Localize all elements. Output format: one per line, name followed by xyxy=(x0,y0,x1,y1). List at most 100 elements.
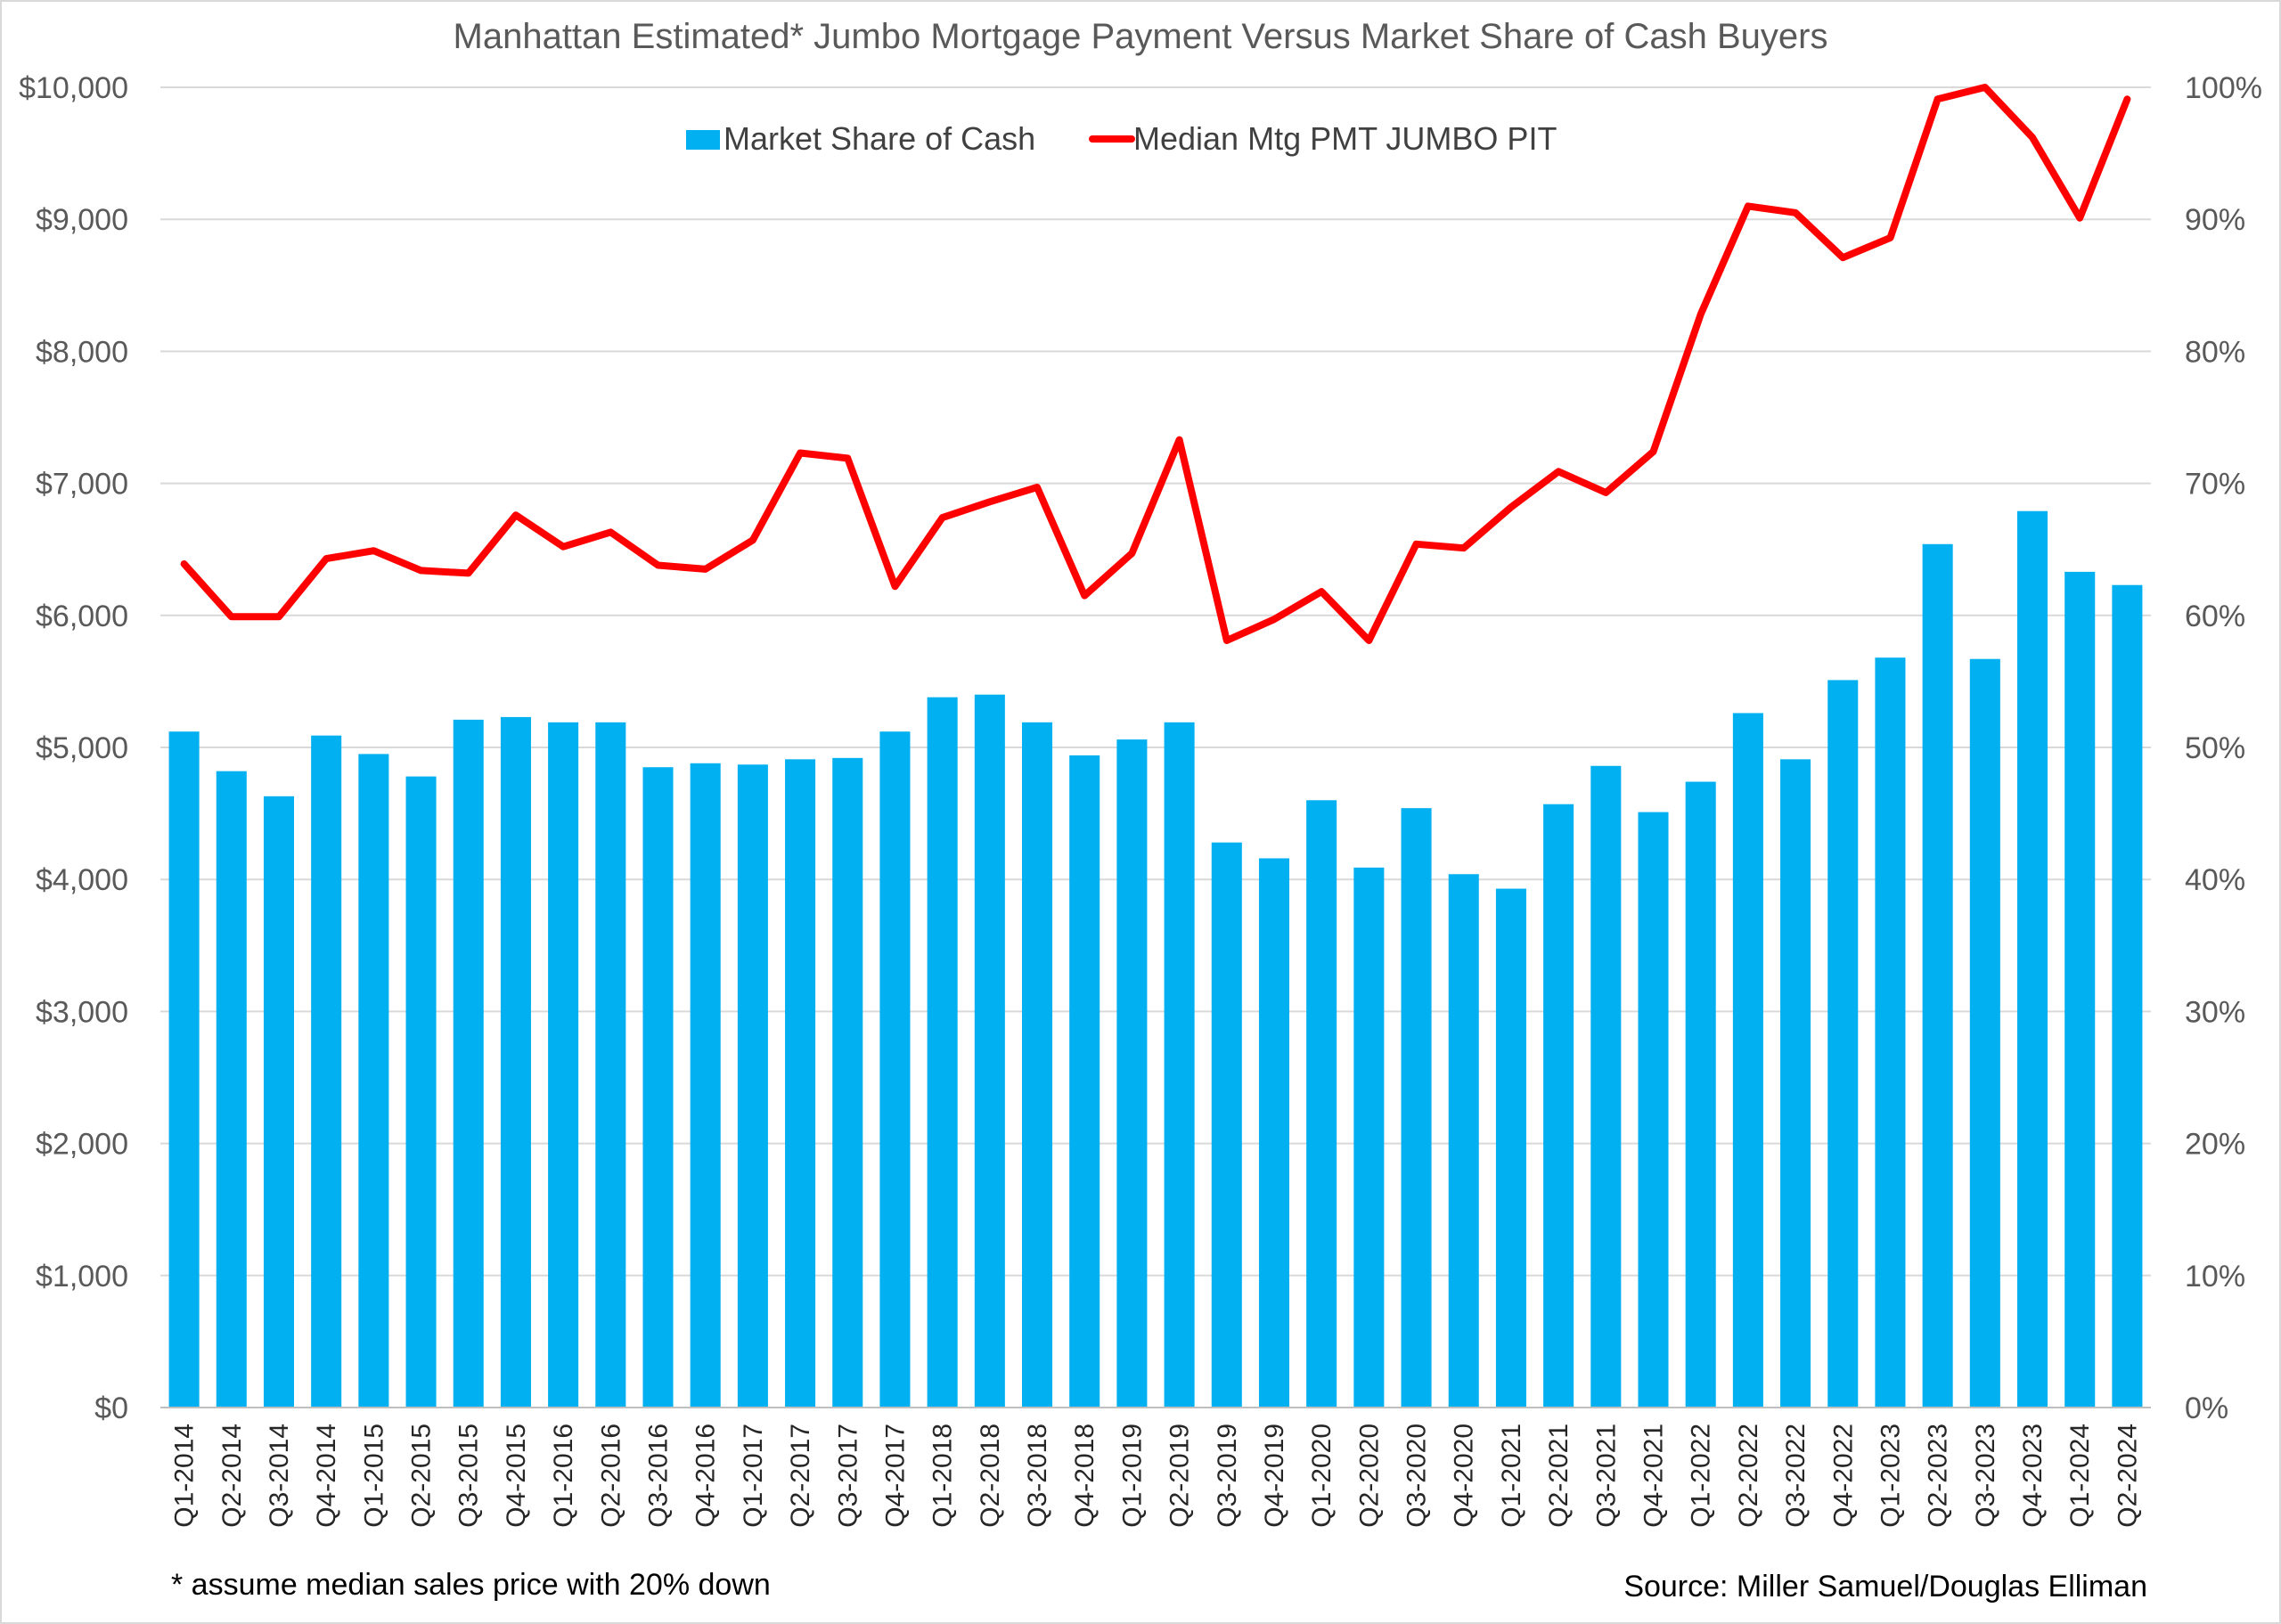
bar xyxy=(832,757,863,1408)
line-series xyxy=(180,84,2131,644)
y-right-tick-label: 70% xyxy=(2185,468,2245,502)
y-left-tick-label: $4,000 xyxy=(36,863,128,897)
mortgage-payment-line xyxy=(180,84,2131,644)
x-tick-label: Q3-2016 xyxy=(644,1424,674,1528)
bar xyxy=(927,697,958,1408)
bar xyxy=(1069,755,1100,1408)
bar xyxy=(1685,781,1716,1408)
x-tick-label: Q2-2022 xyxy=(1734,1424,1763,1528)
y-left-tick-label: $7,000 xyxy=(36,468,128,502)
bar xyxy=(1638,812,1669,1408)
x-tick-label: Q1-2019 xyxy=(1117,1424,1147,1528)
x-tick-label: Q1-2018 xyxy=(928,1424,958,1528)
bar xyxy=(642,767,674,1408)
x-tick-label: Q1-2017 xyxy=(739,1424,768,1528)
bar xyxy=(263,796,294,1408)
y-right-tick-label: 100% xyxy=(2185,71,2262,105)
y-right-tick-label: 30% xyxy=(2185,995,2245,1029)
x-tick-label: Q2-2018 xyxy=(976,1424,1005,1528)
chart-title: Manhattan Estimated* Jumbo Mortgage Paym… xyxy=(454,17,1828,56)
x-tick-label: Q1-2016 xyxy=(549,1424,578,1528)
bar xyxy=(1495,888,1526,1408)
x-tick-label: Q4-2020 xyxy=(1450,1424,1479,1528)
bar xyxy=(690,763,721,1408)
bar xyxy=(405,776,437,1408)
x-tick-label: Q3-2014 xyxy=(265,1424,294,1528)
x-tick-label: Q1-2021 xyxy=(1497,1424,1526,1528)
x-tick-label: Q3-2018 xyxy=(1023,1424,1052,1528)
bar xyxy=(2017,510,2048,1408)
x-tick-label: Q1-2024 xyxy=(2065,1424,2095,1528)
x-tick-label: Q2-2024 xyxy=(2113,1424,2142,1528)
right-axis: 0% 10% 20% 30% 40% 50% 60% 70% 80% 90% 100% xyxy=(2185,71,2262,1425)
x-tick-label: Q3-2021 xyxy=(1591,1424,1621,1528)
y-left-tick-label: $6,000 xyxy=(36,600,128,633)
x-tick-label: Q3-2023 xyxy=(1971,1424,2000,1528)
x-tick-label: Q3-2019 xyxy=(1213,1424,1242,1528)
bar xyxy=(453,719,484,1408)
x-tick-label: Q1-2020 xyxy=(1307,1424,1337,1528)
bar xyxy=(548,722,579,1408)
x-tick-label: Q4-2021 xyxy=(1639,1424,1669,1528)
y-left-tick-label: $8,000 xyxy=(36,335,128,369)
bar xyxy=(1306,800,1337,1408)
y-left-tick-label: $3,000 xyxy=(36,995,128,1029)
bar xyxy=(1827,680,1859,1408)
x-tick-label: Q1-2015 xyxy=(359,1424,388,1528)
bar xyxy=(1780,759,1811,1408)
bar xyxy=(974,694,1005,1408)
y-right-tick-label: 50% xyxy=(2185,731,2245,765)
x-tick-label: Q1-2014 xyxy=(170,1424,200,1528)
x-tick-label: Q3-2022 xyxy=(1781,1424,1811,1528)
bar xyxy=(500,716,531,1408)
x-tick-label: Q2-2017 xyxy=(786,1424,815,1528)
y-right-tick-label: 20% xyxy=(2185,1128,2245,1162)
x-tick-label: Q4-2023 xyxy=(2018,1424,2048,1528)
x-tick-label: Q4-2014 xyxy=(312,1424,341,1528)
x-tick-label: Q1-2022 xyxy=(1687,1424,1716,1528)
bar xyxy=(1353,867,1385,1408)
x-tick-label: Q4-2022 xyxy=(1828,1424,1858,1528)
bar xyxy=(2064,571,2096,1408)
y-left-tick-label: $0 xyxy=(94,1391,128,1425)
x-tick-label: Q2-2014 xyxy=(217,1424,247,1528)
x-tick-label: Q2-2023 xyxy=(1924,1424,1953,1528)
x-tick-label: Q3-2015 xyxy=(454,1424,484,1528)
bar xyxy=(879,731,911,1408)
source-note: Source: Miller Samuel/Douglas Elliman xyxy=(1623,1570,2147,1604)
x-tick-label: Q2-2015 xyxy=(407,1424,437,1528)
bar xyxy=(1448,874,1479,1408)
y-left-tick-label: $5,000 xyxy=(36,731,128,765)
y-left-tick-label: $1,000 xyxy=(36,1260,128,1293)
y-right-tick-label: 60% xyxy=(2185,600,2245,633)
bar xyxy=(1969,658,2000,1408)
x-tick-label: Q4-2018 xyxy=(1070,1424,1100,1528)
bar-series xyxy=(160,510,2151,1408)
x-tick-label: Q2-2019 xyxy=(1165,1424,1195,1528)
legend: Market Share of Cash Median Mtg PMT JUMB… xyxy=(686,120,1557,157)
bar xyxy=(1258,858,1289,1408)
x-tick-label: Q2-2020 xyxy=(1354,1424,1384,1528)
bar xyxy=(785,759,816,1408)
y-right-tick-label: 40% xyxy=(2185,863,2245,897)
y-left-tick-label: $2,000 xyxy=(36,1128,128,1162)
y-left-tick-label: $9,000 xyxy=(36,203,128,237)
x-axis: Q1-2014 Q2-2014 Q3-2014 Q4-2014 Q1-2015 Q2-20… xyxy=(170,1424,2143,1528)
bar xyxy=(1590,765,1622,1408)
bar xyxy=(358,754,389,1408)
x-tick-label: Q3-2020 xyxy=(1402,1424,1432,1528)
bar xyxy=(1164,722,1195,1408)
bar xyxy=(1401,808,1432,1408)
left-axis: $0 $1,000 $2,000 $3,000 $4,000 $5,000 $6,000 $7… xyxy=(19,71,128,1425)
bar xyxy=(216,771,247,1408)
y-right-tick-label: 90% xyxy=(2185,203,2245,237)
bar xyxy=(1022,722,1053,1408)
y-left-tick-label: $10,000 xyxy=(19,71,128,105)
bar xyxy=(1922,543,1953,1408)
y-right-tick-label: 0% xyxy=(2185,1391,2228,1425)
x-tick-label: Q4-2017 xyxy=(881,1424,911,1528)
bar xyxy=(168,731,200,1408)
x-tick-label: Q4-2016 xyxy=(691,1424,721,1528)
